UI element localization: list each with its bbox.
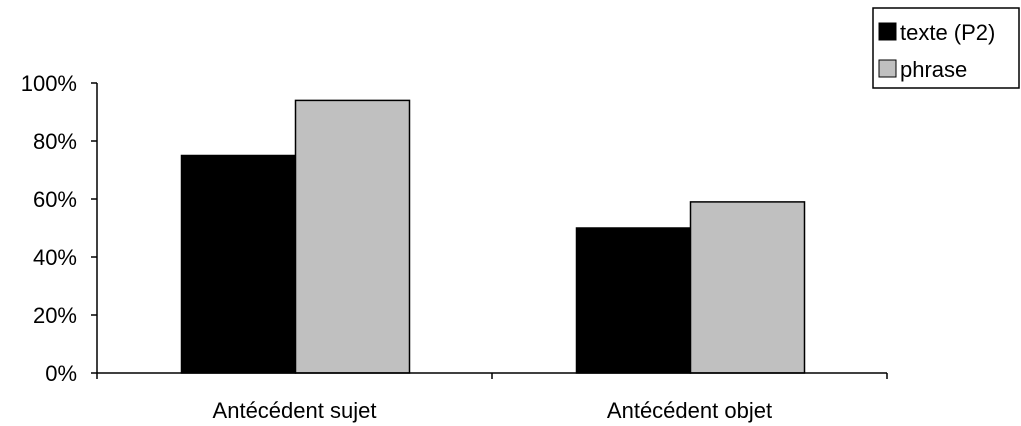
y-tick-label: 40% (33, 245, 77, 270)
y-ticks-group: 0% 20% 40% 60% 80% 100% (21, 71, 97, 386)
legend-swatch-texte-p2 (878, 22, 897, 41)
bar-phrase-2 (689, 201, 806, 374)
x-category-label: Antécédent objet (607, 398, 772, 423)
legend-swatch-phrase (878, 59, 897, 78)
bars-group (180, 99, 806, 374)
y-tick-label: 0% (45, 361, 77, 386)
bar-texte-p2-1 (180, 154, 297, 374)
y-tick-label: 20% (33, 303, 77, 328)
y-tick-label: 80% (33, 129, 77, 154)
x-ticks-group: Antécédent sujet Antécédent objet (96, 373, 888, 423)
y-tick-label: 60% (33, 187, 77, 212)
legend: texte (P2) phrase (872, 7, 1020, 89)
y-tick-label: 100% (21, 71, 77, 96)
x-category-label: Antécédent sujet (213, 398, 377, 423)
legend-box (872, 7, 1020, 89)
legend-label-phrase: phrase (900, 57, 967, 82)
bar-texte-p2-2 (575, 227, 692, 374)
legend-label-texte-p2: texte (P2) (900, 20, 995, 45)
bar-phrase-1 (294, 99, 411, 374)
